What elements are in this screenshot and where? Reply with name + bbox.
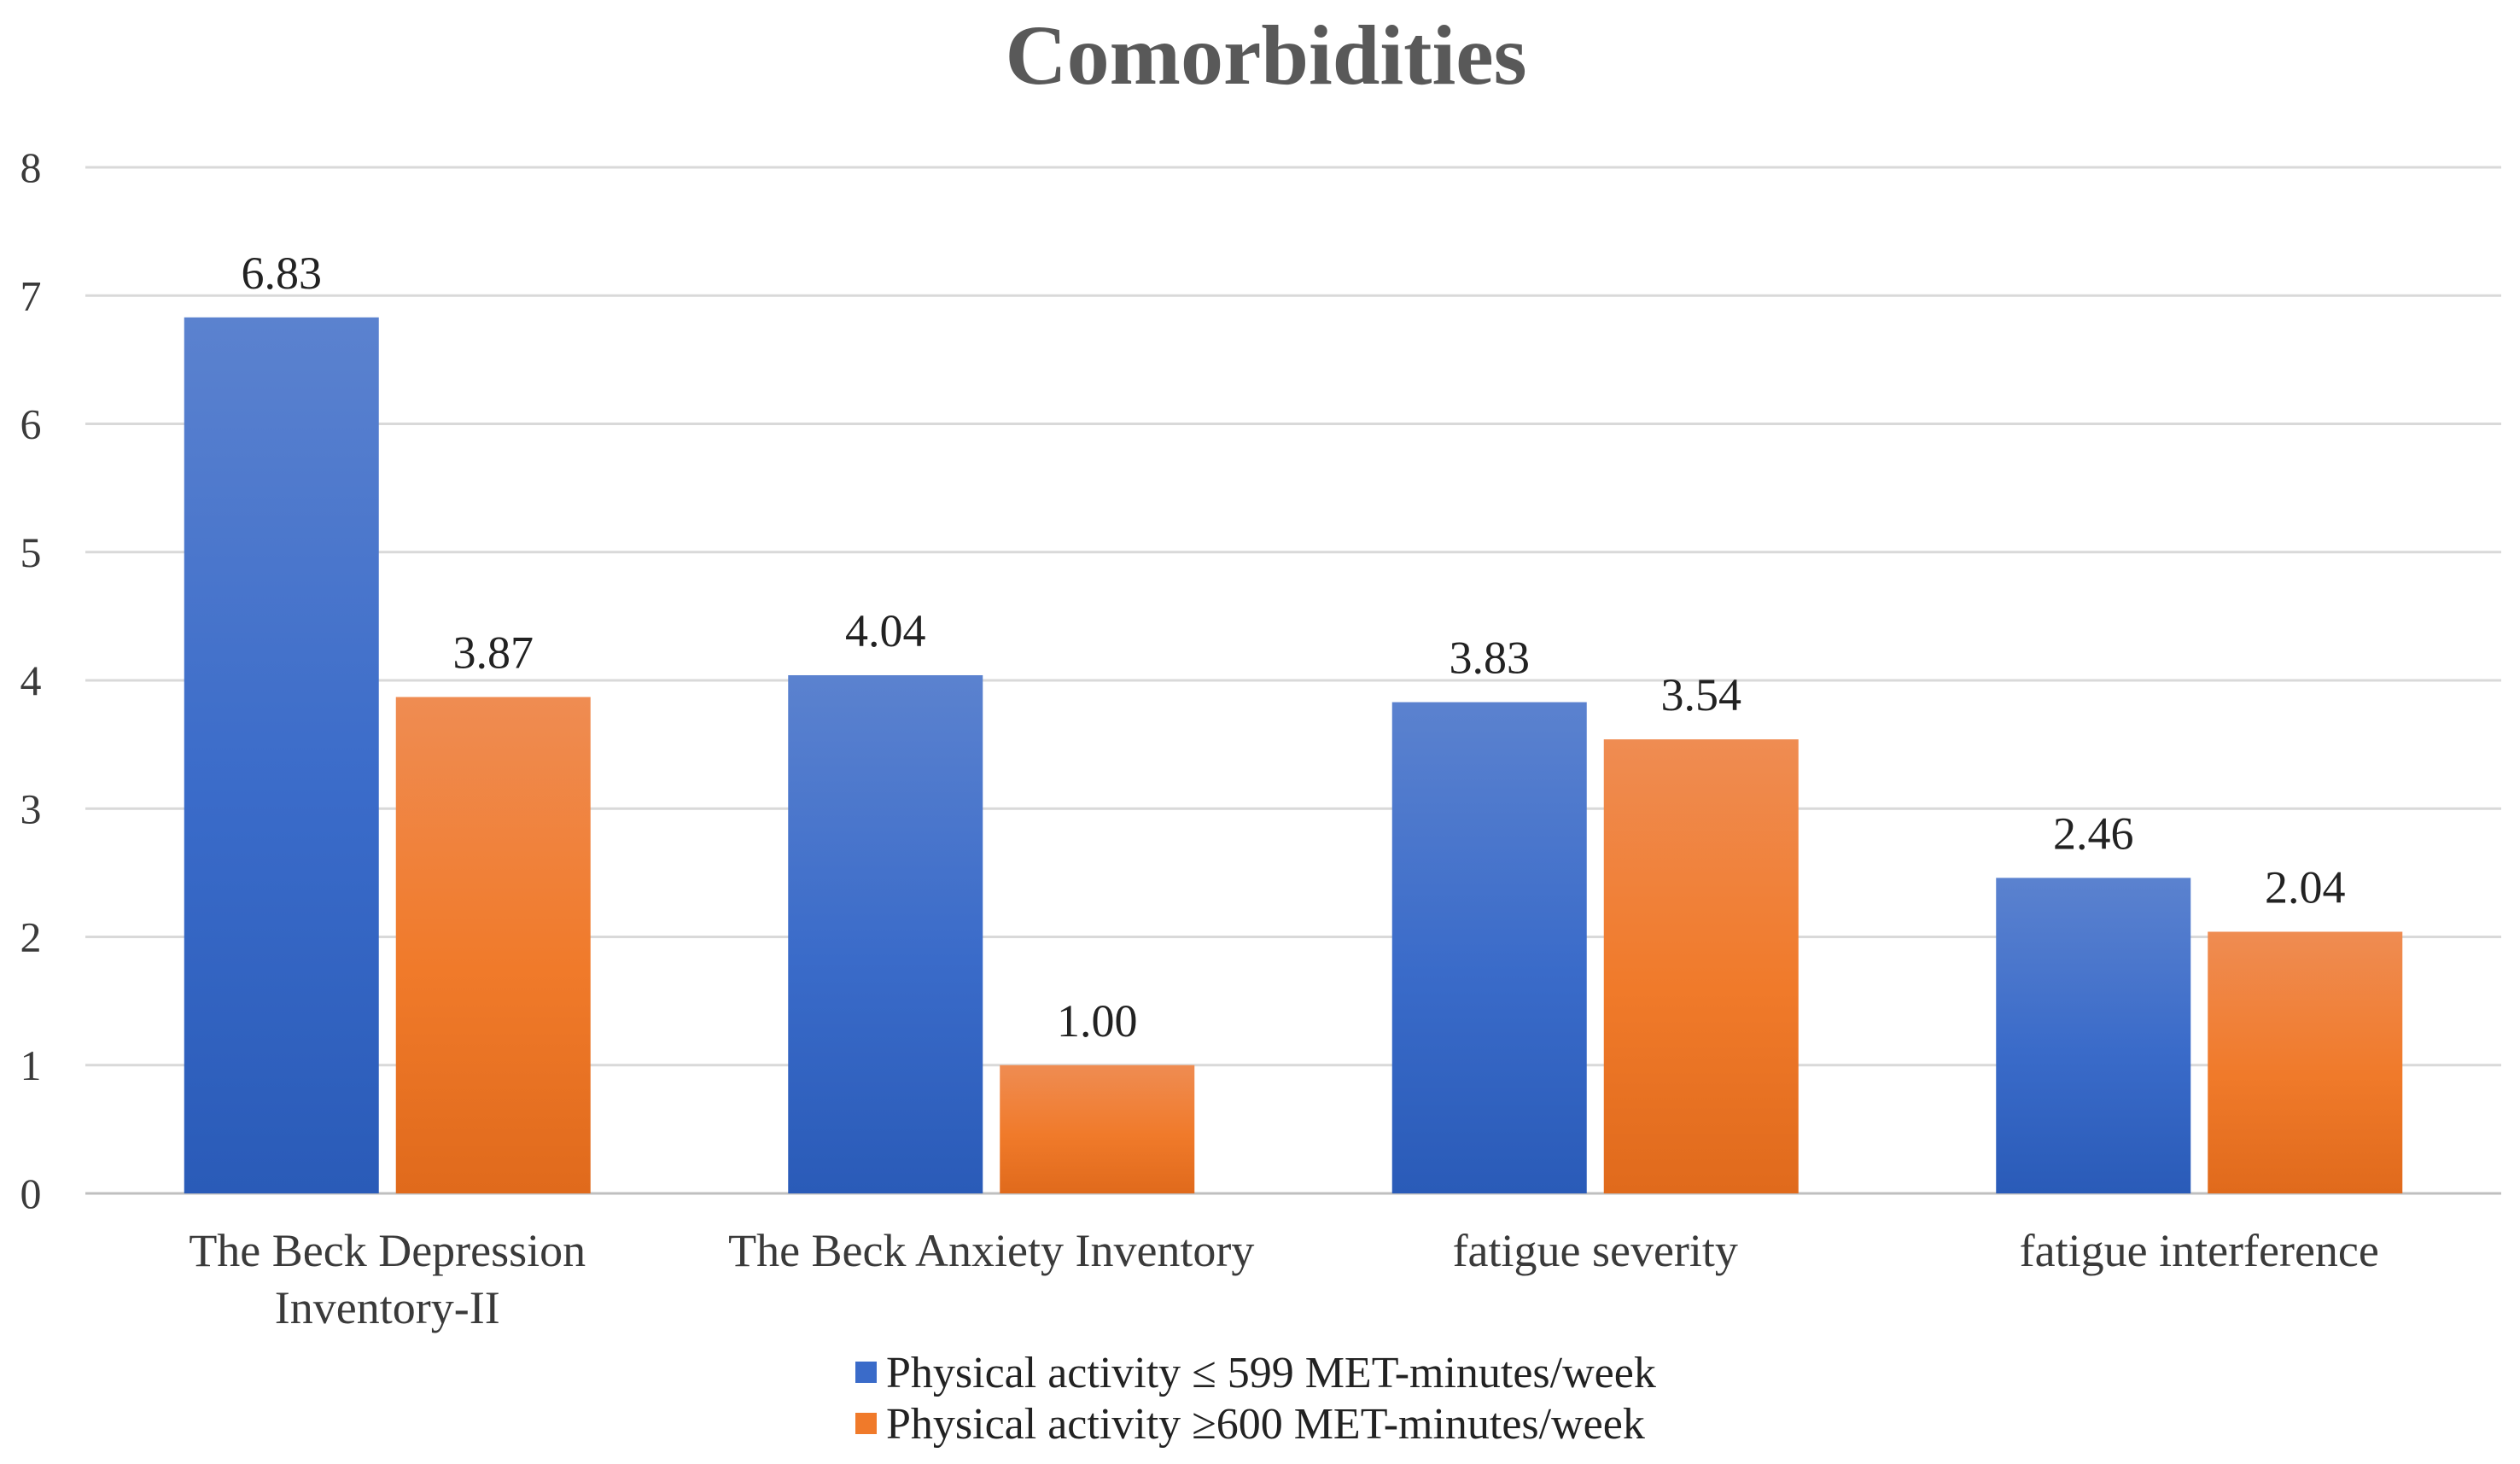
bar-high-activity <box>395 697 591 1193</box>
y-tick-label: 5 <box>20 528 42 576</box>
bars <box>184 317 2403 1194</box>
y-tick-label: 3 <box>20 784 42 832</box>
x-category-label: Inventory-II <box>275 1282 500 1333</box>
data-label: 2.46 <box>2053 808 2134 859</box>
y-tick-label: 4 <box>20 656 42 704</box>
bar-high-activity <box>1000 1064 1195 1193</box>
y-tick-label: 6 <box>20 400 42 448</box>
bar-low-activity <box>1996 878 2191 1193</box>
x-category-label: fatigue severity <box>1453 1225 1738 1276</box>
value-labels: 6.83 3.87 4.04 1.00 3.83 3.54 2.46 2.04 <box>242 248 2346 1047</box>
x-category-label: fatigue interference <box>2020 1225 2379 1276</box>
y-tick-label: 8 <box>20 143 42 191</box>
y-tick-label: 1 <box>20 1041 42 1089</box>
legend-label-high-activity: Physical activity ≥600 MET-minutes/week <box>886 1400 1645 1449</box>
data-label: 2.04 <box>2265 861 2346 913</box>
data-label: 1.00 <box>1057 995 1138 1047</box>
legend-swatch-low-activity <box>855 1362 877 1383</box>
bar-high-activity <box>2208 931 2403 1193</box>
y-tick-label: 7 <box>20 271 42 319</box>
bar-low-activity <box>184 317 379 1194</box>
bar-high-activity <box>1603 739 1799 1193</box>
chart-title: Comorbidities <box>1005 8 1526 102</box>
bar-low-activity <box>788 674 983 1193</box>
data-label: 4.04 <box>845 605 926 656</box>
bar-low-activity <box>1391 702 1587 1193</box>
legend: Physical activity ≤ 599 MET-minutes/week… <box>855 1349 1656 1449</box>
data-label: 6.83 <box>242 248 323 299</box>
data-label: 3.83 <box>1450 633 1531 684</box>
x-axis-categories: The Beck Depression Inventory-II The Beck … <box>189 1225 2379 1333</box>
y-tick-label: 2 <box>20 913 42 961</box>
y-axis-ticks: 0 1 2 3 4 5 6 7 8 <box>20 143 42 1217</box>
legend-label-low-activity: Physical activity ≤ 599 MET-minutes/week <box>886 1349 1656 1397</box>
data-label: 3.87 <box>453 627 534 679</box>
legend-swatch-high-activity <box>855 1413 877 1434</box>
x-category-label: The Beck Anxiety Inventory <box>728 1225 1254 1276</box>
x-category-label: The Beck Depression <box>189 1225 586 1276</box>
y-tick-label: 0 <box>20 1169 42 1217</box>
data-label: 3.54 <box>1661 669 1742 720</box>
